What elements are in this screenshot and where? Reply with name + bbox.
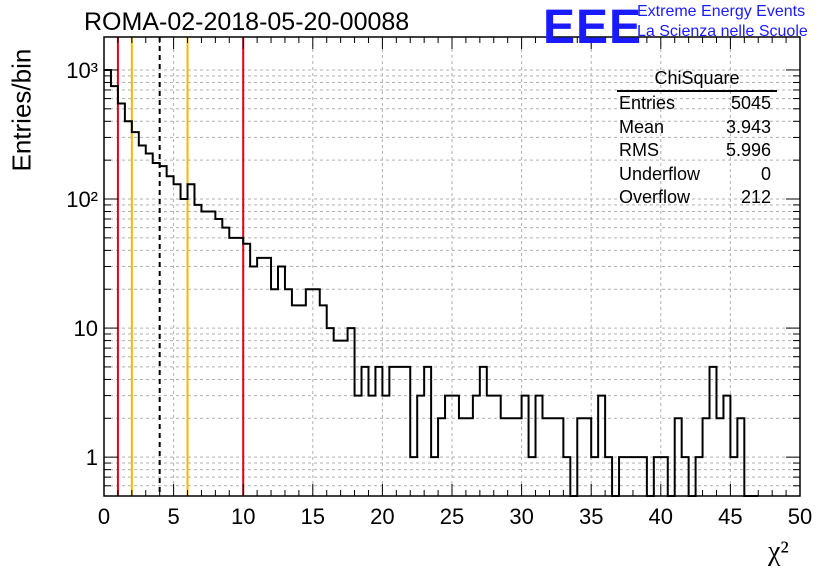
y-tick-label: 1 bbox=[86, 445, 98, 470]
y-tick-label: 10³ bbox=[66, 58, 98, 83]
x-tick-label: 25 bbox=[440, 504, 464, 529]
logo-caption-line2: La Scienza nelle Scuole bbox=[637, 23, 808, 40]
stats-row-rms: RMS 5.996 bbox=[611, 139, 777, 163]
x-tick-label: 10 bbox=[231, 504, 255, 529]
x-axis-label: χ² bbox=[768, 536, 789, 567]
stats-label: RMS bbox=[619, 140, 659, 160]
reference-lines bbox=[116, 37, 245, 496]
axes bbox=[103, 36, 801, 497]
stats-label: Underflow bbox=[619, 163, 701, 184]
histogram-series bbox=[104, 68, 759, 497]
x-tick-label: 45 bbox=[718, 504, 742, 529]
stats-title: ChiSquare bbox=[617, 68, 777, 92]
y-tick-label: 10² bbox=[66, 187, 98, 212]
x-tick-label: 40 bbox=[649, 504, 673, 529]
x-tick-label: 5 bbox=[167, 504, 179, 529]
x-tick-label: 30 bbox=[509, 504, 533, 529]
x-tick-label: 0 bbox=[98, 504, 110, 529]
stats-row-underflow: Underflow 0 bbox=[611, 163, 777, 187]
stats-label: Entries bbox=[619, 93, 676, 113]
tick-labels: 0 5 10 15 20 25 30 35 40 45 50 1 10 10² 10³ bbox=[66, 58, 812, 529]
logo-caption: Extreme Energy Events La Scienza nelle S… bbox=[637, 2, 808, 42]
stats-value: 0 bbox=[760, 163, 771, 184]
grid-lines bbox=[104, 37, 800, 496]
stats-label: Mean bbox=[619, 116, 665, 137]
stats-value: 212 bbox=[740, 187, 771, 207]
chart-title: ROMA-02-2018-05-20-00088 bbox=[84, 8, 410, 36]
stats-box: ChiSquare Entries 5045 Mean 3.943 RMS 5.… bbox=[611, 68, 777, 210]
stats-value: 5.996 bbox=[725, 140, 771, 160]
x-tick-label: 35 bbox=[579, 504, 603, 529]
y-axis-label: Entries/bin bbox=[6, 48, 37, 172]
y-tick-label: 10 bbox=[74, 316, 98, 341]
stats-value: 5045 bbox=[730, 93, 771, 113]
x-tick-label: 50 bbox=[788, 504, 812, 529]
stats-row-entries: Entries 5045 bbox=[611, 92, 777, 116]
logo-caption-line1: Extreme Energy Events bbox=[637, 3, 806, 20]
eee-logo: EEE bbox=[543, 1, 643, 54]
x-tick-label: 15 bbox=[301, 504, 325, 529]
x-tick-label: 20 bbox=[370, 504, 394, 529]
stats-label: Overflow bbox=[619, 187, 691, 207]
stats-row-overflow: Overflow 212 bbox=[611, 186, 777, 210]
histogram-line bbox=[104, 68, 759, 497]
stats-row-mean: Mean 3.943 bbox=[611, 116, 777, 140]
stats-value: 3.943 bbox=[725, 116, 771, 137]
